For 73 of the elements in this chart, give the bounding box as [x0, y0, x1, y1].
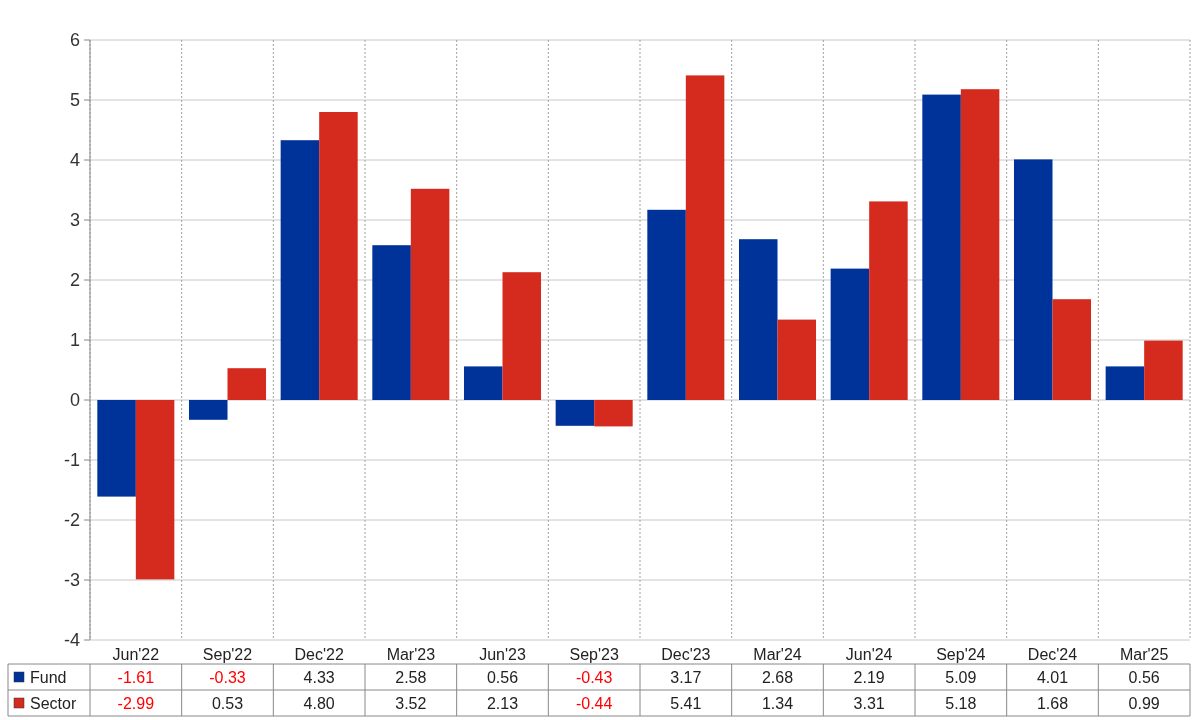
bar [1052, 299, 1092, 400]
y-tick-label: -2 [63, 510, 80, 531]
data-label: 4.80 [303, 694, 335, 712]
bar [97, 400, 136, 497]
x-tick-label: Dec'22 [294, 646, 344, 663]
data-label: 4.01 [1036, 668, 1069, 686]
x-tick-label: Sep'24 [936, 646, 986, 663]
x-tick-label: Jun'23 [479, 646, 526, 663]
data-label: 2.68 [761, 668, 794, 686]
bar [738, 239, 778, 400]
data-label: 0.56 [486, 668, 519, 686]
y-tick-label: 5 [69, 90, 80, 111]
bar [869, 201, 908, 400]
bar [463, 366, 503, 400]
y-tick-label: 3 [69, 210, 80, 231]
data-label: 5.09 [945, 668, 977, 686]
bar [1105, 366, 1145, 400]
data-label: 0.53 [211, 694, 244, 712]
data-label: 0.99 [1128, 694, 1160, 712]
bar [280, 140, 320, 400]
y-tick-label: 6 [69, 30, 80, 51]
legend-label: Sector [30, 694, 77, 712]
y-tick-label: -1 [63, 450, 80, 471]
y-tick-label: -3 [63, 570, 80, 591]
bar [1013, 159, 1053, 400]
data-label: 3.31 [853, 694, 885, 712]
bar [502, 272, 542, 400]
data-label: -0.44 [575, 694, 613, 712]
x-tick-label: Dec'23 [661, 646, 711, 663]
y-tick-label: -4 [63, 630, 80, 651]
data-label: 2.13 [486, 694, 519, 712]
data-label: 3.17 [670, 668, 702, 686]
data-label: 2.58 [395, 668, 427, 686]
data-label: 5.41 [670, 694, 702, 712]
x-tick-label: Sep'22 [202, 646, 253, 663]
bar [410, 188, 450, 400]
bar [135, 400, 175, 580]
x-tick-label: Jun'22 [112, 646, 160, 663]
bar [647, 209, 686, 400]
x-tick-label: Jun'24 [845, 646, 893, 663]
bar [922, 94, 961, 400]
bar [960, 89, 1000, 400]
x-tick-label: Mar'24 [753, 646, 802, 663]
bar [227, 368, 267, 400]
bar [594, 400, 633, 427]
bar [188, 400, 228, 420]
x-tick-label: Mar'25 [1119, 646, 1169, 663]
x-tick-label: Dec'24 [1027, 646, 1078, 663]
data-label: 1.34 [761, 694, 794, 712]
legend-label: Fund [30, 668, 67, 686]
bar [685, 75, 725, 400]
data-label: 4.33 [303, 668, 335, 686]
y-tick-label: 0 [69, 390, 80, 411]
data-label: 2.19 [853, 668, 885, 686]
y-tick-label: 4 [69, 150, 80, 171]
data-label: -2.99 [117, 694, 155, 712]
bar [372, 245, 411, 400]
bar [319, 112, 358, 400]
data-label: 5.18 [945, 694, 977, 712]
data-label: 1.68 [1036, 694, 1069, 712]
x-tick-label: Mar'23 [386, 646, 436, 663]
data-label: 0.56 [1128, 668, 1160, 686]
bar [1144, 340, 1183, 400]
data-label: 3.52 [395, 694, 427, 712]
y-tick-label: 2 [69, 270, 80, 291]
bar [830, 268, 870, 400]
bar [777, 319, 817, 400]
x-tick-label: Sep'23 [569, 646, 619, 663]
data-label: -0.33 [209, 668, 246, 686]
data-label: -0.43 [575, 668, 613, 686]
y-tick-label: 1 [69, 330, 80, 351]
bar [555, 400, 595, 426]
data-label: -1.61 [117, 668, 155, 686]
